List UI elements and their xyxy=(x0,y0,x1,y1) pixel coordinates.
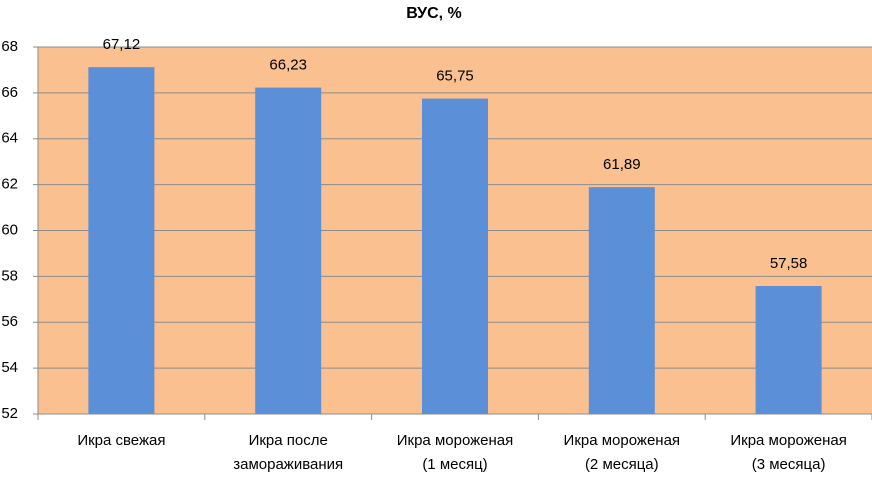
x-tick-label: Икра мороженая (1 месяц) xyxy=(397,432,514,473)
y-tick-label: 60 xyxy=(1,221,18,238)
value-label: 65,75 xyxy=(436,68,474,85)
y-tick-label: 56 xyxy=(1,313,18,330)
y-tick-label: 66 xyxy=(1,84,18,101)
x-tick-label: Икра мороженая (3 месяца) xyxy=(730,432,847,473)
chart-title: ВУС, % xyxy=(406,5,462,22)
y-tick-label: 52 xyxy=(1,405,18,422)
bar xyxy=(88,67,155,414)
x-tick-label: Икра мороженая (2 месяца) xyxy=(564,432,681,473)
y-tick-label: 58 xyxy=(1,267,18,284)
bar xyxy=(422,98,488,414)
y-tick-label: 64 xyxy=(1,130,18,147)
value-label: 67,12 xyxy=(103,36,141,53)
value-label: 66,23 xyxy=(269,57,307,74)
x-tick-label: Икра после замораживания xyxy=(233,432,343,473)
x-tick-label: Икра свежая xyxy=(77,432,165,449)
y-tick-label: 62 xyxy=(1,176,18,193)
value-label: 61,89 xyxy=(603,156,641,173)
y-tick-label: 68 xyxy=(1,38,18,55)
bar xyxy=(755,286,822,414)
y-tick-label: 54 xyxy=(1,359,18,376)
value-label: 57,58 xyxy=(770,255,808,272)
bar xyxy=(255,87,322,415)
bar xyxy=(588,187,655,414)
